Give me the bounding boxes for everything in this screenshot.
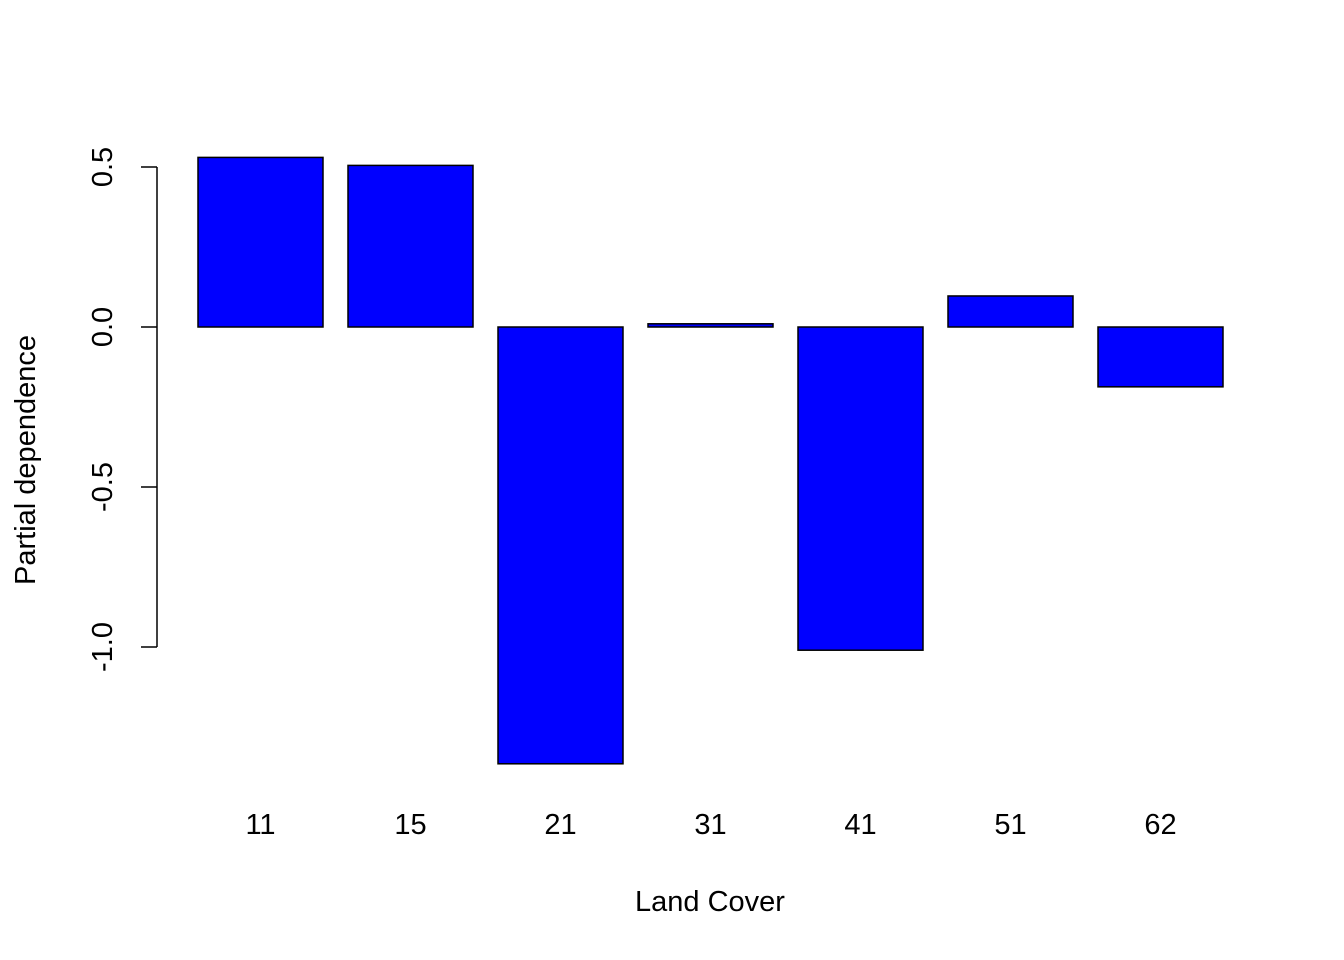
bar-31 (647, 323, 774, 328)
x-tick-label: 62 (1144, 809, 1176, 841)
x-tick-label: 11 (245, 809, 275, 841)
bar-41 (797, 326, 924, 651)
x-tick-label: 31 (694, 809, 726, 841)
y-tick-label: -0.5 (87, 462, 119, 512)
x-tick-labels: 11 15 21 31 41 51 62 (245, 809, 1176, 841)
x-tick-label: 15 (394, 809, 426, 841)
bar-15 (347, 164, 474, 328)
bars-group (197, 156, 1224, 765)
y-tick-label: 0.5 (87, 147, 119, 187)
x-axis-title: Land Cover (635, 886, 785, 918)
bar-21 (497, 326, 624, 765)
y-axis: -1.0 -0.5 0.0 0.5 (87, 147, 158, 672)
x-tick-label: 51 (994, 809, 1026, 841)
y-tick-label: 0.0 (87, 307, 119, 347)
y-tick-label: -1.0 (87, 622, 119, 672)
x-tick-label: 41 (844, 809, 876, 841)
bar-51 (947, 295, 1074, 328)
bar-11 (197, 156, 324, 328)
bar-62 (1097, 326, 1224, 388)
x-tick-label: 21 (544, 809, 576, 841)
y-axis-title: Partial dependence (10, 335, 42, 585)
